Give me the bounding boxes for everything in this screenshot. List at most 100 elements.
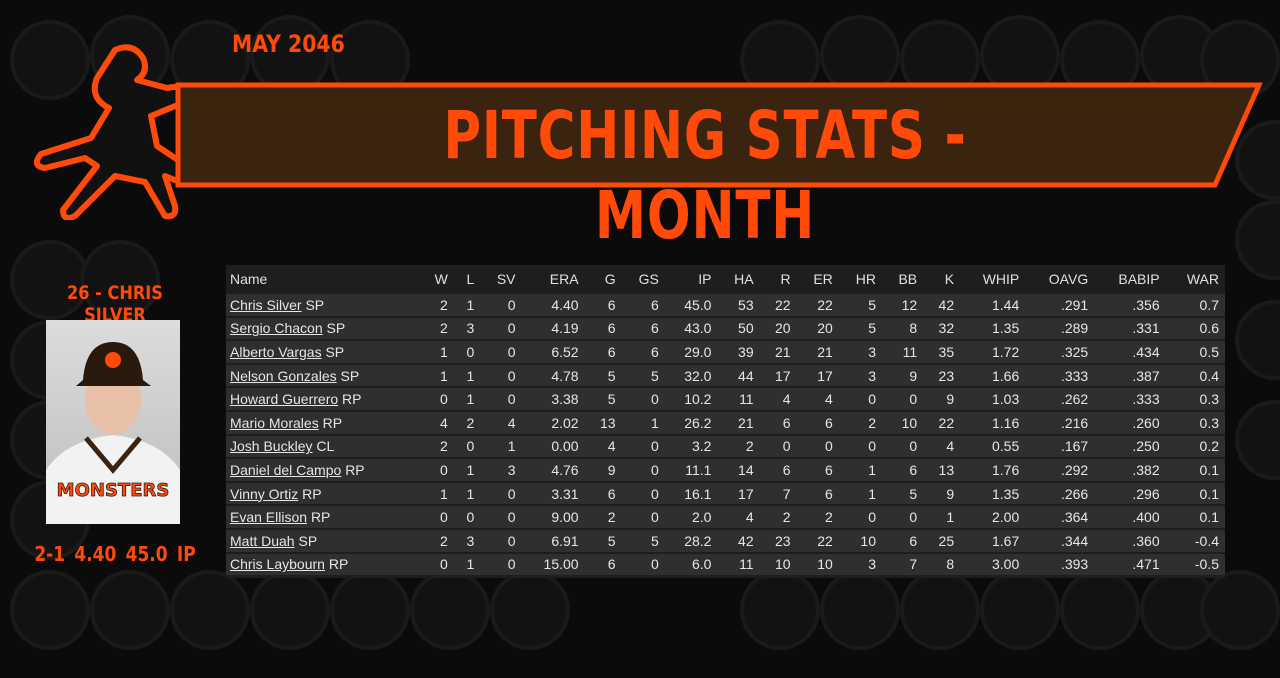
stat-ip: 29.0: [664, 339, 718, 363]
column-header-name[interactable]: Name: [226, 265, 420, 292]
stat-babip: .434: [1094, 339, 1166, 363]
column-header-sv[interactable]: SV: [480, 265, 522, 292]
stat-l: 1: [453, 362, 481, 387]
stat-oavg: .364: [1025, 504, 1095, 528]
stat-er: 20: [796, 315, 839, 340]
stat-whip: 1.66: [960, 362, 1026, 387]
stat-g: 9: [584, 457, 622, 481]
stat-oavg: .167: [1025, 433, 1095, 458]
column-header-ha[interactable]: HA: [717, 265, 760, 292]
player-position: RP: [345, 461, 365, 478]
stat-g: 6: [584, 292, 622, 316]
team-logo: [1235, 200, 1280, 280]
column-header-ip[interactable]: IP: [664, 265, 718, 292]
stat-ha: 53: [717, 292, 760, 316]
column-header-w[interactable]: W: [419, 265, 454, 292]
team-logo: [250, 570, 330, 650]
title-banner: PITCHING STATS - MONTH: [175, 82, 1265, 254]
stat-l: 3: [453, 315, 481, 340]
pitching-stats-table: Name W L SV ERA G GS IP HA R ER HR BB K WHIP OAVG BABIP W…: [226, 265, 1225, 578]
player-name-link[interactable]: Nelson Gonzales: [230, 367, 337, 384]
stat-r: 7: [759, 480, 797, 505]
stat-whip: 1.72: [960, 339, 1026, 363]
stat-r: 22: [759, 292, 797, 316]
stat-sv: 0: [480, 315, 522, 340]
stat-k: 23: [923, 362, 961, 387]
column-header-r[interactable]: R: [759, 265, 797, 292]
player-name-link[interactable]: Mario Morales: [230, 414, 319, 431]
stat-bb: 12: [881, 292, 924, 316]
stat-er: 17: [796, 362, 839, 387]
stat-war: 0.1: [1165, 480, 1225, 505]
column-header-er[interactable]: ER: [796, 265, 839, 292]
stat-era: 3.31: [521, 480, 585, 505]
player-name-link[interactable]: Evan Ellison: [230, 509, 308, 526]
player-cell: Chris Silver SP: [226, 292, 420, 316]
column-header-hr[interactable]: HR: [838, 265, 882, 292]
table-row: Mario Morales RP 4 2 4 2.02 13 1 26.2 21 6 6 2 10 22 1…: [226, 409, 1225, 434]
stat-gs: 5: [621, 362, 665, 387]
column-header-era[interactable]: ERA: [521, 265, 585, 292]
player-position: CL: [316, 438, 335, 455]
stat-r: 4: [759, 386, 797, 410]
stat-oavg: .266: [1025, 480, 1095, 505]
stat-bb: 0: [881, 386, 924, 410]
column-header-g[interactable]: G: [584, 265, 622, 292]
player-name-link[interactable]: Howard Guerrero: [230, 391, 339, 408]
player-name-link[interactable]: Matt Duah: [230, 532, 295, 549]
stat-babip: .331: [1094, 315, 1166, 340]
column-header-whip[interactable]: WHIP: [960, 265, 1026, 292]
column-header-babip[interactable]: BABIP: [1094, 265, 1166, 292]
team-logo: [900, 570, 980, 650]
player-name-link[interactable]: Josh Buckley: [230, 438, 313, 455]
stat-babip: .260: [1094, 409, 1166, 434]
player-name-link[interactable]: Chris Silver: [230, 296, 302, 313]
stat-hr: 2: [838, 409, 882, 434]
stat-sv: 3: [480, 457, 522, 481]
stat-babip: .382: [1094, 457, 1166, 481]
stat-er: 21: [796, 339, 839, 363]
stat-er: 4: [796, 386, 839, 410]
table-row: Nelson Gonzales SP 1 1 0 4.78 5 5 32.0 44 17 17 3 9 2…: [226, 362, 1225, 387]
stat-hr: 1: [838, 457, 882, 481]
column-header-oavg[interactable]: OAVG: [1025, 265, 1095, 292]
team-logo: [250, 15, 330, 95]
stat-ip: 6.0: [664, 551, 718, 576]
player-name-link[interactable]: Chris Laybourn: [230, 556, 325, 573]
stat-g: 6: [584, 551, 622, 576]
stat-w: 0: [419, 457, 454, 481]
stat-sv: 0: [480, 480, 522, 505]
team-logo: [740, 570, 820, 650]
team-logo: [1200, 570, 1280, 650]
stat-l: 1: [453, 551, 481, 576]
stat-war: 0.7: [1165, 292, 1225, 316]
player-name-link[interactable]: Vinny Ortiz: [230, 485, 299, 502]
player-position: SP: [340, 367, 360, 384]
stat-ha: 14: [717, 457, 760, 481]
stat-oavg: .325: [1025, 339, 1095, 363]
player-name-link[interactable]: Alberto Vargas: [230, 343, 322, 360]
player-position: SP: [325, 343, 345, 360]
stat-war: 0.5: [1165, 339, 1225, 363]
column-header-war[interactable]: WAR: [1165, 265, 1225, 292]
stat-hr: 5: [838, 315, 882, 340]
player-position: SP: [326, 320, 346, 337]
stat-gs: 6: [621, 339, 665, 363]
stat-sv: 0: [480, 362, 522, 387]
stat-war: 0.1: [1165, 457, 1225, 481]
column-header-l[interactable]: L: [453, 265, 481, 292]
player-name-link[interactable]: Sergio Chacon: [230, 320, 323, 337]
column-header-gs[interactable]: GS: [621, 265, 665, 292]
stat-ha: 11: [717, 386, 760, 410]
stat-era: 15.00: [521, 551, 585, 576]
player-name-link[interactable]: Daniel del Campo: [230, 461, 342, 478]
stat-era: 2.02: [521, 409, 585, 434]
stat-oavg: .393: [1025, 551, 1095, 576]
period-date: MAY 2046: [232, 30, 345, 58]
player-cell: Mario Morales RP: [226, 409, 420, 434]
stat-gs: 0: [621, 457, 665, 481]
stat-bb: 11: [881, 339, 924, 363]
stat-ha: 11: [717, 551, 760, 576]
column-header-bb[interactable]: BB: [881, 265, 924, 292]
column-header-k[interactable]: K: [923, 265, 961, 292]
